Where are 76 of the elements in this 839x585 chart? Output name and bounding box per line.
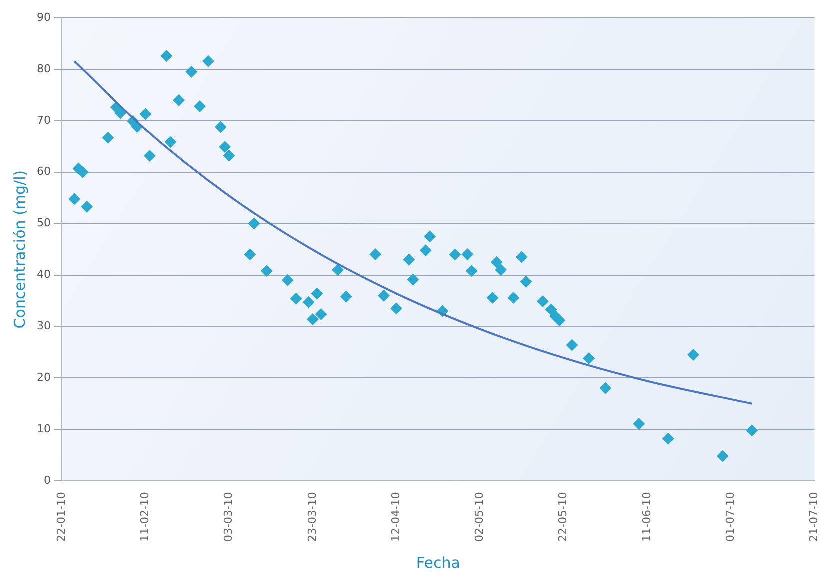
- point: [545, 304, 558, 316]
- point: [536, 296, 549, 308]
- point: [290, 292, 302, 305]
- point: [520, 276, 532, 288]
- point: [449, 248, 462, 261]
- point: [508, 292, 520, 304]
- x-tick-label: 21-07-10: [808, 492, 821, 542]
- point: [202, 55, 214, 68]
- point: [516, 251, 528, 264]
- point: [140, 108, 152, 120]
- point: [219, 141, 232, 154]
- point: [466, 265, 478, 278]
- y-tick-label: 0: [44, 474, 51, 487]
- point: [403, 254, 416, 266]
- y-axis-title: Concentración (mg/l): [10, 170, 29, 329]
- x-tick-label: 23-03-10: [306, 492, 319, 542]
- point: [260, 265, 273, 278]
- y-tick-label: 40: [36, 268, 51, 282]
- x-tick-label: 01-07-10: [724, 492, 738, 542]
- point: [600, 382, 612, 394]
- x-tick-label: 22-01-10: [54, 492, 68, 542]
- point: [378, 290, 390, 302]
- y-tick-label: 70: [36, 114, 51, 127]
- point: [244, 248, 256, 261]
- point: [315, 308, 328, 320]
- y-tick-label: 20: [36, 371, 51, 384]
- point: [186, 66, 198, 78]
- point: [102, 132, 114, 144]
- point: [306, 314, 319, 326]
- x-tick-label: 11-06-10: [640, 492, 654, 542]
- point: [223, 150, 236, 162]
- point: [164, 136, 177, 148]
- y-tick-label: 10: [36, 422, 51, 436]
- point: [407, 274, 420, 286]
- point: [144, 150, 156, 162]
- point: [194, 100, 206, 112]
- point: [81, 200, 94, 213]
- x-tick-label: 02-05-10: [473, 492, 486, 542]
- point: [554, 314, 566, 327]
- point: [302, 296, 315, 309]
- point: [160, 50, 173, 62]
- y-tick-label: 30: [36, 320, 51, 333]
- x-tick-label: 03-03-10: [222, 492, 236, 542]
- point: [282, 274, 294, 286]
- y-tick-label: 50: [36, 216, 51, 230]
- y-tick-label: 90: [36, 10, 51, 24]
- point: [662, 432, 674, 445]
- x-tick-label: 12-04-10: [389, 492, 402, 542]
- point: [114, 107, 127, 120]
- point: [633, 418, 646, 430]
- point: [340, 290, 352, 303]
- point: [716, 450, 729, 462]
- point: [490, 256, 503, 268]
- point: [248, 218, 260, 230]
- x-axis-title: Fecha: [416, 554, 460, 572]
- x-tick-label: 11-02-10: [138, 492, 152, 542]
- point: [462, 248, 474, 261]
- x-tick-label: 22-05-10: [556, 492, 570, 542]
- y-tick-label: 80: [36, 62, 51, 76]
- point: [390, 302, 403, 315]
- point: [420, 244, 432, 257]
- point: [566, 339, 578, 352]
- point: [311, 288, 324, 300]
- point: [495, 264, 508, 276]
- y-tick-label: 60: [36, 165, 51, 178]
- point: [173, 94, 186, 106]
- point: [424, 230, 436, 243]
- point: [582, 352, 595, 365]
- line-series: [74, 60, 754, 405]
- point: [68, 193, 81, 206]
- point: [486, 292, 499, 304]
- point: [746, 424, 758, 437]
- point: [214, 121, 227, 134]
- point: [688, 349, 700, 362]
- point: [332, 264, 344, 276]
- point: [370, 248, 382, 261]
